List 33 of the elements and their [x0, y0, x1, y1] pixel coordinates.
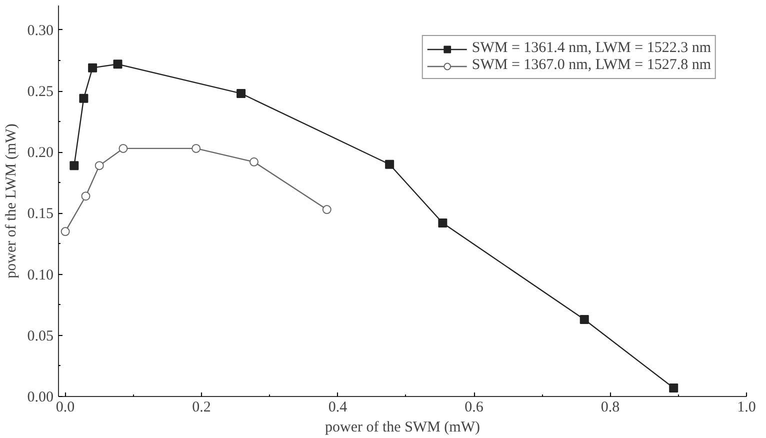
legend-label: SWM = 1367.0 nm, LWM = 1527.8 nm	[472, 57, 711, 74]
point	[438, 218, 448, 228]
x-axis-title: power of the SWM (mW)	[325, 420, 480, 436]
y-tick-label: 0.25	[27, 84, 54, 100]
point	[81, 192, 90, 201]
y-tick-label: 0.00	[27, 390, 54, 406]
point	[79, 94, 88, 103]
point	[385, 160, 394, 169]
point	[118, 144, 128, 153]
point	[113, 60, 122, 69]
x-tick-label: 0.6	[464, 400, 484, 416]
point	[236, 88, 246, 98]
point	[669, 383, 678, 392]
legend-label: SWM = 1361.4 nm, LWM = 1522.3 nm	[472, 40, 711, 57]
point	[70, 161, 79, 170]
point	[322, 205, 332, 214]
y-tick-label: 0.30	[27, 22, 54, 39]
y-tick-label: 0.10	[27, 267, 54, 284]
y-tick-label: 0.15	[27, 206, 54, 222]
x-tick-label: 0.0	[56, 400, 75, 416]
x-tick-label: 0.2	[192, 400, 211, 416]
x-tick-label: 0.8	[600, 400, 620, 416]
y-tick-label: 0.05	[27, 328, 54, 344]
y-axis-title: power of the LWM (mW)	[3, 124, 20, 278]
x-tick-label: 0.4	[328, 400, 348, 416]
point	[94, 161, 104, 170]
x-tick-label: 1.0	[737, 400, 756, 416]
point	[60, 227, 70, 236]
point	[88, 63, 98, 72]
point	[192, 144, 201, 153]
point	[250, 157, 258, 166]
y-tick-label: 0.20	[27, 145, 54, 162]
point	[580, 315, 589, 324]
